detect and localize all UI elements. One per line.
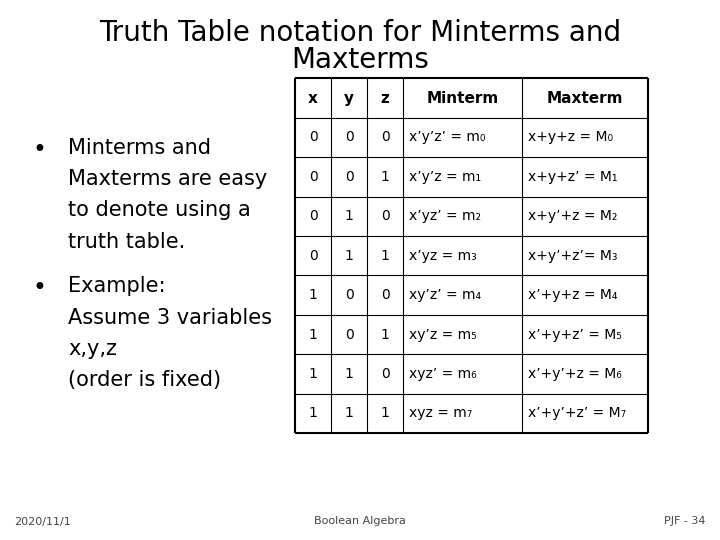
Text: 1: 1 (381, 407, 390, 420)
Text: 1: 1 (309, 407, 318, 420)
Text: y: y (344, 91, 354, 105)
Text: 1: 1 (345, 367, 354, 381)
Text: 0: 0 (309, 131, 318, 144)
Text: x’y’z = m₁: x’y’z = m₁ (409, 170, 481, 184)
Text: 0: 0 (345, 328, 354, 341)
Text: Truth Table notation for Minterms and: Truth Table notation for Minterms and (99, 19, 621, 47)
Text: x+y’+z’= M₃: x+y’+z’= M₃ (528, 249, 617, 262)
Text: x: x (308, 91, 318, 105)
Text: x+y+z = M₀: x+y+z = M₀ (528, 131, 613, 144)
Text: 1: 1 (381, 328, 390, 341)
Text: 1: 1 (309, 367, 318, 381)
Text: x’y’z’ = m₀: x’y’z’ = m₀ (409, 131, 485, 144)
Text: 1: 1 (381, 170, 390, 184)
Text: xy’z’ = m₄: xy’z’ = m₄ (409, 288, 481, 302)
Text: 0: 0 (309, 249, 318, 262)
Text: Boolean Algebra: Boolean Algebra (314, 516, 406, 526)
Text: x+y+z’ = M₁: x+y+z’ = M₁ (528, 170, 617, 184)
Text: xy’z = m₅: xy’z = m₅ (409, 328, 477, 341)
Text: 0: 0 (345, 131, 354, 144)
Text: x’+y’+z = M₆: x’+y’+z = M₆ (528, 367, 621, 381)
Text: PJF - 34: PJF - 34 (664, 516, 706, 526)
Text: 2020/11/1: 2020/11/1 (14, 516, 71, 526)
Text: 1: 1 (309, 328, 318, 341)
Text: (order is fixed): (order is fixed) (68, 370, 222, 390)
Text: 0: 0 (309, 210, 318, 223)
Text: to denote using a: to denote using a (68, 200, 251, 220)
Text: truth table.: truth table. (68, 232, 186, 252)
Text: •: • (32, 138, 46, 161)
Text: 0: 0 (381, 210, 390, 223)
Text: 0: 0 (345, 170, 354, 184)
Text: x+y’+z = M₂: x+y’+z = M₂ (528, 210, 617, 223)
Text: 1: 1 (345, 249, 354, 262)
Text: Minterm: Minterm (426, 91, 499, 105)
Text: 1: 1 (345, 407, 354, 420)
Text: x’+y+z’ = M₅: x’+y+z’ = M₅ (528, 328, 621, 341)
Text: x’+y+z = M₄: x’+y+z = M₄ (528, 288, 617, 302)
Text: 0: 0 (381, 131, 390, 144)
Text: Assume 3 variables: Assume 3 variables (68, 308, 272, 328)
Text: Maxterm: Maxterm (546, 91, 624, 105)
Text: Maxterms are easy: Maxterms are easy (68, 169, 268, 189)
Text: 0: 0 (345, 288, 354, 302)
Text: 0: 0 (381, 288, 390, 302)
Text: z: z (381, 91, 390, 105)
Text: Example:: Example: (68, 276, 166, 296)
Text: x’+y’+z’ = M₇: x’+y’+z’ = M₇ (528, 407, 626, 420)
Text: 1: 1 (309, 288, 318, 302)
Text: •: • (32, 276, 46, 300)
Text: 0: 0 (309, 170, 318, 184)
Text: xyz = m₇: xyz = m₇ (409, 407, 472, 420)
Text: x’yz = m₃: x’yz = m₃ (409, 249, 477, 262)
Text: x’yz’ = m₂: x’yz’ = m₂ (409, 210, 481, 223)
Text: 0: 0 (381, 367, 390, 381)
Text: Maxterms: Maxterms (291, 46, 429, 74)
Text: Minterms and: Minterms and (68, 138, 212, 158)
Text: x,y,z: x,y,z (68, 339, 117, 359)
Text: 1: 1 (345, 210, 354, 223)
Text: 1: 1 (381, 249, 390, 262)
Text: xyz’ = m₆: xyz’ = m₆ (409, 367, 477, 381)
